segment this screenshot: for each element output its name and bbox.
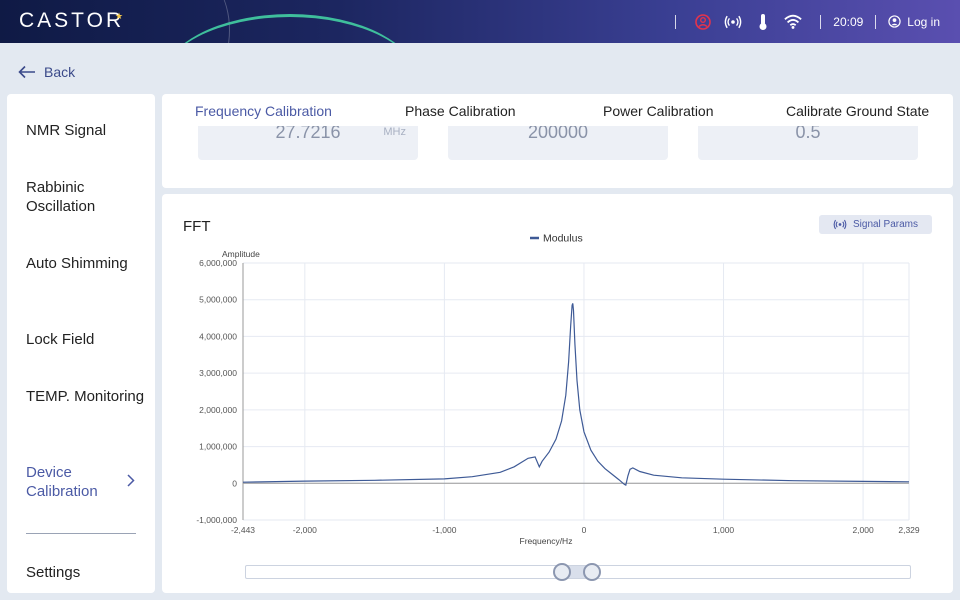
y-tick-label: 3,000,000: [199, 368, 237, 378]
fft-chart[interactable]: 6,000,000 5,000,000 4,000,000 3,000,000 2,00…: [162, 194, 953, 593]
y-tick-label: 6,000,000: [199, 258, 237, 268]
sidebar-item-lock-field[interactable]: Lock Field: [26, 331, 95, 348]
tab-power-calibration[interactable]: Power Calibration: [603, 103, 714, 119]
y-tick-label: 1,000,000: [199, 442, 237, 452]
decorative-arc: [160, 14, 420, 43]
calibration-tabs: Frequency Calibration Phase Calibration …: [162, 94, 953, 126]
top-bar: CASTOR ★ 20:09 Log in: [0, 0, 960, 43]
params-panel: 27.7216 MHz 200000 0.5: [162, 126, 953, 188]
x-tick-label: 1,000: [713, 525, 735, 535]
signal-params-button[interactable]: Signal Params: [819, 215, 932, 234]
sidebar-item-rabbinic-oscillation[interactable]: Rabbinic Oscillation: [26, 179, 96, 215]
sidebar: NMR Signal Rabbinic Oscillation Auto Shi…: [7, 94, 155, 593]
tab-phase-calibration[interactable]: Phase Calibration: [405, 103, 516, 119]
broadcast-icon: [833, 219, 847, 230]
user-icon: [888, 15, 901, 28]
points-field[interactable]: 200000: [448, 126, 668, 160]
sidebar-item-nmr-signal[interactable]: NMR Signal: [26, 122, 107, 139]
thermometer-icon[interactable]: [754, 13, 772, 31]
wifi-icon[interactable]: [784, 13, 802, 31]
x-tick-label: -2,000: [293, 525, 317, 535]
arrow-left-icon: [18, 65, 35, 79]
frequency-field[interactable]: 27.7216 MHz: [198, 126, 418, 160]
frequency-value: 27.7216: [275, 126, 341, 142]
step-field[interactable]: 0.5: [698, 126, 918, 160]
zoom-slider-start-handle[interactable]: [553, 563, 571, 581]
x-tick-label: -2,443: [231, 525, 255, 535]
fft-panel: FFT Signal Params 6,000,000 5,000,000 4,00…: [162, 194, 953, 593]
series-line-modulus: [242, 303, 910, 486]
user-alert-icon[interactable]: [694, 13, 712, 31]
clock-time: 20:09: [833, 14, 864, 29]
login-button[interactable]: Log in: [888, 15, 940, 29]
zoom-slider-end-handle[interactable]: [583, 563, 601, 581]
divider: [820, 14, 822, 29]
legend-label: Modulus: [543, 233, 583, 245]
x-tick-label: 2,000: [852, 525, 874, 535]
tab-calibrate-ground-state[interactable]: Calibrate Ground State: [786, 103, 930, 119]
broadcast-icon[interactable]: [724, 13, 742, 31]
divider: [875, 14, 877, 29]
x-tick-label: -1,000: [432, 525, 456, 535]
y-axis-label: Amplitude: [222, 249, 260, 259]
x-axis-label: Frequency/Hz: [520, 536, 573, 546]
zoom-slider[interactable]: [245, 563, 911, 581]
sidebar-item-device-calibration[interactable]: Device Calibration: [26, 464, 98, 500]
sidebar-divider: [26, 533, 136, 534]
back-label: Back: [44, 64, 76, 80]
login-label: Log in: [907, 14, 940, 29]
sidebar-item-temp-monitoring[interactable]: TEMP. Monitoring: [26, 388, 145, 405]
chevron-right-icon: [127, 474, 135, 491]
x-tick-label: 0: [582, 525, 587, 535]
y-tick-label: 4,000,000: [199, 331, 237, 341]
status-bar: 20:09 Log in: [663, 0, 940, 43]
signal-params-label: Signal Params: [852, 219, 919, 230]
frequency-unit: MHz: [383, 126, 406, 138]
y-tick-label: 5,000,000: [199, 295, 237, 305]
fft-title: FFT: [183, 218, 211, 235]
sidebar-item-auto-shimming[interactable]: Auto Shimming: [26, 255, 128, 272]
divider: [675, 14, 677, 29]
y-tick-label: 0: [232, 478, 237, 488]
back-button[interactable]: Back: [18, 64, 75, 80]
y-tick-label: 2,000,000: [199, 405, 237, 415]
app-logo: CASTOR ★: [19, 9, 127, 32]
points-value: 200000: [527, 126, 589, 142]
y-tick-label: -1,000,000: [196, 515, 237, 525]
x-tick-label: 2,329: [898, 525, 920, 535]
sidebar-item-settings[interactable]: Settings: [26, 564, 81, 581]
tab-frequency-calibration[interactable]: Frequency Calibration: [195, 103, 332, 119]
step-value: 0.5: [795, 126, 821, 142]
